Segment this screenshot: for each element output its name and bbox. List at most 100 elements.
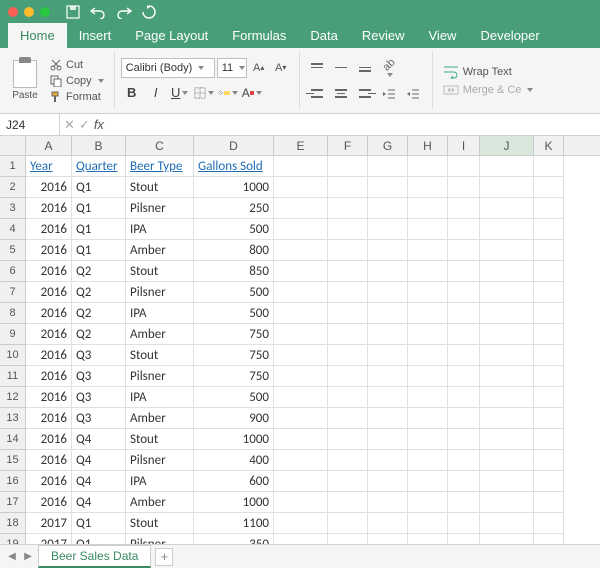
column-header-j[interactable]: J [480,136,534,155]
cell[interactable] [328,471,368,492]
cell[interactable] [448,219,480,240]
cell[interactable] [480,450,534,471]
ribbon-tab-view[interactable]: View [417,23,469,48]
cell[interactable] [448,282,480,303]
cell[interactable] [328,177,368,198]
ribbon-tab-review[interactable]: Review [350,23,417,48]
cell[interactable] [408,366,448,387]
cell[interactable] [274,282,328,303]
bold-button[interactable]: B [121,82,143,104]
row-header[interactable]: 12 [0,387,26,408]
orientation-button[interactable]: ab [378,57,400,79]
prev-sheet-button[interactable]: ◀ [6,551,18,563]
cell[interactable]: Q1 [72,219,126,240]
cell[interactable]: 400 [194,450,274,471]
cell[interactable]: Amber [126,240,194,261]
cell[interactable] [274,324,328,345]
maximize-window-button[interactable] [40,7,50,17]
cell[interactable] [328,450,368,471]
cell[interactable] [408,261,448,282]
cell[interactable]: 2016 [26,324,72,345]
align-left-button[interactable] [306,83,328,105]
row-header[interactable]: 19 [0,534,26,544]
cell[interactable] [274,261,328,282]
cell[interactable] [368,261,408,282]
cell[interactable]: Pilsner [126,366,194,387]
cell[interactable] [408,492,448,513]
cell[interactable] [368,240,408,261]
cell[interactable] [448,387,480,408]
cell[interactable] [448,366,480,387]
cell[interactable]: Q4 [72,492,126,513]
cut-button[interactable]: Cut [48,58,106,72]
cell[interactable] [368,387,408,408]
cell[interactable] [480,534,534,544]
cell[interactable] [480,324,534,345]
cell[interactable]: Q1 [72,177,126,198]
cell[interactable]: Amber [126,324,194,345]
column-header-g[interactable]: G [368,136,408,155]
cell[interactable]: IPA [126,219,194,240]
cell[interactable] [448,345,480,366]
row-header[interactable]: 14 [0,429,26,450]
cell[interactable] [274,366,328,387]
align-right-button[interactable] [354,83,376,105]
borders-button[interactable] [193,82,215,104]
cell[interactable] [534,450,564,471]
cell[interactable]: 2016 [26,450,72,471]
cell[interactable]: 1000 [194,177,274,198]
cell[interactable] [534,219,564,240]
cell[interactable]: 2016 [26,492,72,513]
increase-font-button[interactable]: A▴ [249,58,269,78]
row-header[interactable]: 4 [0,219,26,240]
row-header[interactable]: 13 [0,408,26,429]
cell[interactable]: 350 [194,534,274,544]
cell[interactable] [328,492,368,513]
decrease-indent-button[interactable] [378,83,400,105]
cell[interactable]: 750 [194,324,274,345]
cell[interactable] [534,471,564,492]
cell[interactable]: Q3 [72,345,126,366]
cell[interactable]: 500 [194,387,274,408]
cell[interactable] [408,387,448,408]
cell[interactable] [408,345,448,366]
cell[interactable]: 2016 [26,219,72,240]
cell[interactable]: Q1 [72,198,126,219]
cell[interactable]: 2017 [26,513,72,534]
cell[interactable] [368,303,408,324]
cell[interactable]: 2017 [26,534,72,544]
cell[interactable] [328,282,368,303]
cell[interactable] [534,534,564,544]
row-header[interactable]: 6 [0,261,26,282]
cell[interactable]: Q2 [72,303,126,324]
cell[interactable] [408,534,448,544]
cell[interactable]: 800 [194,240,274,261]
cell[interactable] [408,429,448,450]
cell[interactable] [534,282,564,303]
cell[interactable]: 900 [194,408,274,429]
cell[interactable]: 2016 [26,303,72,324]
cell[interactable]: Amber [126,408,194,429]
ribbon-tab-developer[interactable]: Developer [468,23,551,48]
cell[interactable]: 750 [194,345,274,366]
cell[interactable] [448,324,480,345]
cell[interactable] [368,429,408,450]
cell[interactable]: Pilsner [126,282,194,303]
cell[interactable]: Beer Type [126,156,194,177]
cell[interactable] [328,261,368,282]
cell[interactable]: 1000 [194,429,274,450]
cell[interactable] [408,324,448,345]
cell[interactable]: Amber [126,492,194,513]
align-bottom-button[interactable] [354,57,376,79]
cell[interactable]: IPA [126,471,194,492]
cell[interactable] [368,492,408,513]
cell[interactable] [480,303,534,324]
cell[interactable] [274,387,328,408]
cell[interactable] [408,282,448,303]
cell[interactable]: 250 [194,198,274,219]
cell[interactable] [448,471,480,492]
cell[interactable]: Q4 [72,429,126,450]
row-header[interactable]: 17 [0,492,26,513]
cell[interactable] [274,492,328,513]
cell[interactable]: Gallons Sold [194,156,274,177]
